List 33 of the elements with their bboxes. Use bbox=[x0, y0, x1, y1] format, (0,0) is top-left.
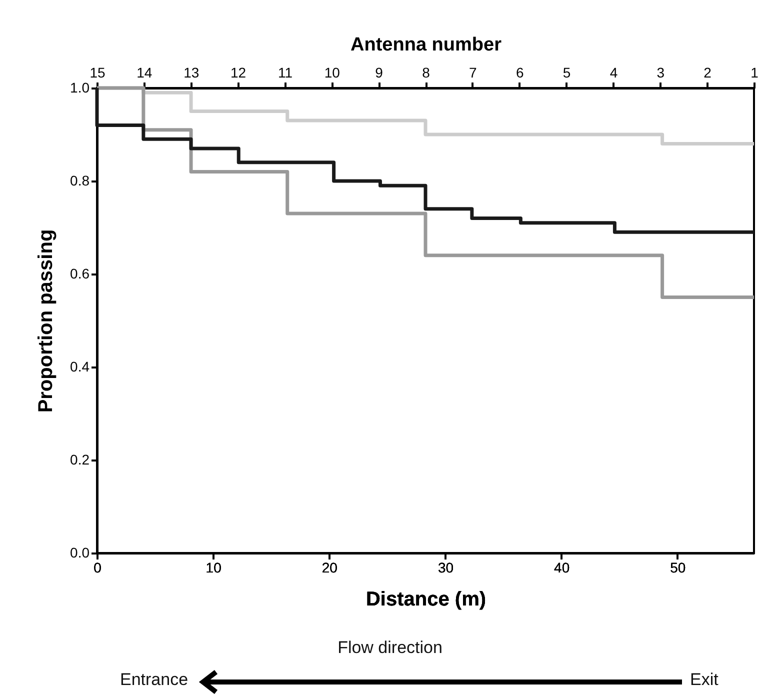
x2-tick-label: 13 bbox=[184, 64, 200, 80]
x-tick-label: 10 bbox=[206, 560, 222, 576]
y-tick-label: 1.0 bbox=[70, 80, 90, 96]
x-tick-label: 40 bbox=[554, 560, 570, 576]
x2-tick-label: 6 bbox=[516, 64, 524, 80]
x-tick-label: 0 bbox=[94, 560, 102, 576]
x2-tick-label: 11 bbox=[278, 64, 293, 80]
y-tick-label: 0.2 bbox=[70, 452, 90, 468]
x2-tick-label: 12 bbox=[230, 64, 246, 80]
text: Flow direction bbox=[338, 638, 442, 658]
x2-tick-label: 3 bbox=[656, 64, 665, 80]
y-tick-label: 0.8 bbox=[70, 172, 90, 188]
x2-tick-label: 4 bbox=[610, 64, 618, 80]
x2-tick-label: 9 bbox=[375, 64, 384, 80]
x-tick-label: 20 bbox=[322, 560, 338, 576]
x-tick-label: 50 bbox=[670, 560, 686, 576]
y-tick-label: 0.0 bbox=[70, 544, 90, 560]
x2-tick-label: 8 bbox=[422, 64, 430, 80]
x2-tick-label: 5 bbox=[562, 64, 571, 80]
x2-tick-label: 15 bbox=[90, 64, 106, 80]
x2-tick-label: 1 bbox=[750, 64, 759, 80]
y-axis-title: Proportion passing bbox=[35, 229, 58, 413]
x2-tick-label: 10 bbox=[324, 64, 340, 80]
x2-axis-title: Antenna number bbox=[350, 34, 502, 56]
y-tick-label: 0.4 bbox=[70, 358, 90, 374]
y-tick-label: 0.6 bbox=[70, 266, 90, 282]
x-axis-title: Distance (m) bbox=[366, 588, 486, 610]
text: Exit bbox=[690, 670, 718, 690]
text: Entrance bbox=[120, 670, 188, 690]
x2-tick-label: 7 bbox=[469, 64, 478, 80]
x2-tick-label: 14 bbox=[136, 64, 152, 80]
x-tick-label: 30 bbox=[438, 560, 454, 576]
x2-tick-label: 2 bbox=[704, 64, 712, 80]
